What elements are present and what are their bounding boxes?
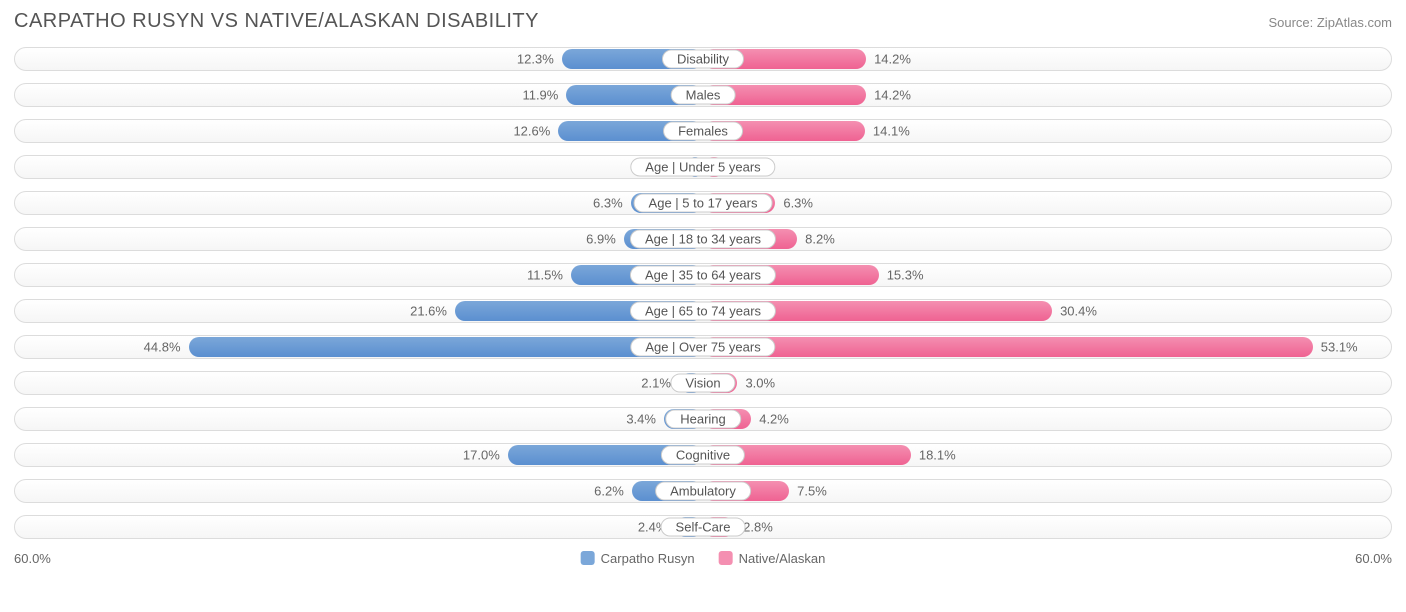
category-label: Age | Under 5 years: [630, 158, 775, 177]
value-right: 30.4%: [1060, 304, 1097, 319]
category-label: Males: [671, 86, 736, 105]
value-left: 12.3%: [517, 52, 554, 67]
chart-row: 2.1% 3.0% Vision: [14, 367, 1392, 399]
chart-row: 12.6% 14.1% Females: [14, 115, 1392, 147]
bar-left: [189, 337, 703, 357]
category-label: Disability: [662, 50, 744, 69]
value-right: 14.2%: [874, 52, 911, 67]
category-label: Ambulatory: [655, 482, 751, 501]
category-label: Age | 18 to 34 years: [630, 230, 776, 249]
chart-row: 17.0% 18.1% Cognitive: [14, 439, 1392, 471]
value-left: 6.9%: [586, 232, 616, 247]
chart-row: 6.3% 6.3% Age | 5 to 17 years: [14, 187, 1392, 219]
value-right: 14.2%: [874, 88, 911, 103]
chart-row: 11.5% 15.3% Age | 35 to 64 years: [14, 259, 1392, 291]
category-label: Age | 65 to 74 years: [630, 302, 776, 321]
axis-max-right: 60.0%: [1355, 551, 1392, 566]
value-left: 6.3%: [593, 196, 623, 211]
value-left: 12.6%: [513, 124, 550, 139]
legend-swatch-left: [581, 551, 595, 565]
category-label: Self-Care: [661, 518, 746, 537]
legend: Carpatho Rusyn Native/Alaskan: [581, 551, 826, 566]
value-right: 2.8%: [743, 520, 773, 535]
value-right: 4.2%: [759, 412, 789, 427]
legend-label-left: Carpatho Rusyn: [601, 551, 695, 566]
value-left: 11.5%: [527, 268, 563, 283]
value-right: 14.1%: [873, 124, 910, 139]
category-label: Females: [663, 122, 743, 141]
legend-label-right: Native/Alaskan: [739, 551, 826, 566]
axis-max-left: 60.0%: [14, 551, 51, 566]
value-left: 6.2%: [594, 484, 624, 499]
value-right: 53.1%: [1321, 340, 1358, 355]
value-left: 17.0%: [463, 448, 500, 463]
value-right: 3.0%: [745, 376, 775, 391]
value-left: 3.4%: [626, 412, 656, 427]
category-label: Cognitive: [661, 446, 745, 465]
chart-row: 3.4% 4.2% Hearing: [14, 403, 1392, 435]
category-label: Age | 35 to 64 years: [630, 266, 776, 285]
value-left: 11.9%: [522, 88, 558, 103]
chart-row: 11.9% 14.2% Males: [14, 79, 1392, 111]
value-right: 6.3%: [783, 196, 813, 211]
chart-footer: 60.0% Carpatho Rusyn Native/Alaskan 60.0…: [14, 547, 1392, 569]
value-left: 21.6%: [410, 304, 447, 319]
value-right: 18.1%: [919, 448, 956, 463]
chart-row: 6.9% 8.2% Age | 18 to 34 years: [14, 223, 1392, 255]
value-left: 2.1%: [641, 376, 671, 391]
value-right: 15.3%: [887, 268, 924, 283]
legend-item-right: Native/Alaskan: [719, 551, 826, 566]
legend-swatch-right: [719, 551, 733, 565]
chart-header: CARPATHO RUSYN VS NATIVE/ALASKAN DISABIL…: [14, 10, 1392, 33]
category-label: Age | 5 to 17 years: [634, 194, 773, 213]
chart-row: 21.6% 30.4% Age | 65 to 74 years: [14, 295, 1392, 327]
bar-right: [703, 337, 1313, 357]
value-right: 8.2%: [805, 232, 835, 247]
value-left: 44.8%: [144, 340, 181, 355]
chart-row: 1.4%1.9%Age | Under 5 years: [14, 151, 1392, 183]
legend-item-left: Carpatho Rusyn: [581, 551, 695, 566]
chart-row: 2.4%2.8%Self-Care: [14, 511, 1392, 543]
chart-row: 12.3% 14.2% Disability: [14, 43, 1392, 75]
value-right: 7.5%: [797, 484, 827, 499]
category-label: Age | Over 75 years: [630, 338, 775, 357]
category-label: Vision: [670, 374, 735, 393]
chart-row: 44.8% 53.1% Age | Over 75 years: [14, 331, 1392, 363]
chart-source: Source: ZipAtlas.com: [1268, 15, 1392, 30]
chart-title: CARPATHO RUSYN VS NATIVE/ALASKAN DISABIL…: [14, 10, 539, 33]
diverging-bar-chart: 12.3% 14.2% Disability 11.9% 14.2% Males 12.6%…: [14, 43, 1392, 543]
category-label: Hearing: [665, 410, 741, 429]
chart-row: 6.2% 7.5% Ambulatory: [14, 475, 1392, 507]
